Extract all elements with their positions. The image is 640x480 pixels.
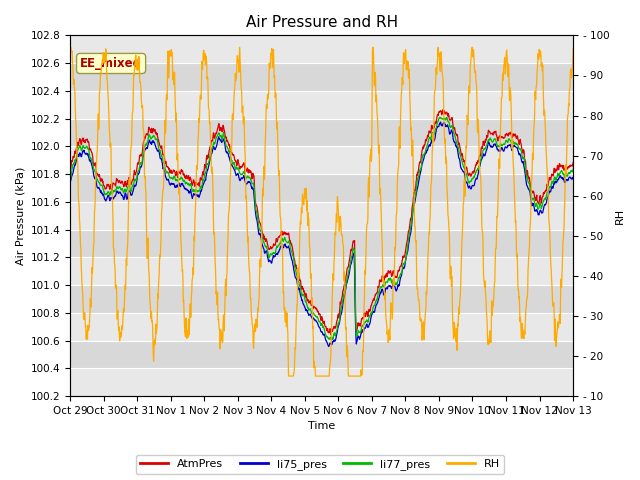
Bar bbox=[70, 91, 573, 119]
Bar bbox=[70, 368, 573, 396]
Bar bbox=[70, 202, 573, 229]
Bar bbox=[70, 146, 573, 174]
Bar bbox=[70, 63, 573, 91]
Bar bbox=[70, 313, 573, 341]
Bar bbox=[70, 257, 573, 285]
Bar bbox=[70, 36, 573, 63]
Bar bbox=[70, 174, 573, 202]
Legend: AtmPres, li75_pres, li77_pres, RH: AtmPres, li75_pres, li77_pres, RH bbox=[136, 455, 504, 474]
X-axis label: Time: Time bbox=[308, 421, 335, 432]
Text: EE_mixed: EE_mixed bbox=[80, 57, 142, 70]
Y-axis label: RH: RH bbox=[615, 208, 625, 224]
Bar bbox=[70, 229, 573, 257]
Bar bbox=[70, 341, 573, 368]
Y-axis label: Air Pressure (kPa): Air Pressure (kPa) bbox=[15, 167, 25, 265]
Bar bbox=[70, 285, 573, 313]
Title: Air Pressure and RH: Air Pressure and RH bbox=[246, 15, 397, 30]
Bar bbox=[70, 119, 573, 146]
